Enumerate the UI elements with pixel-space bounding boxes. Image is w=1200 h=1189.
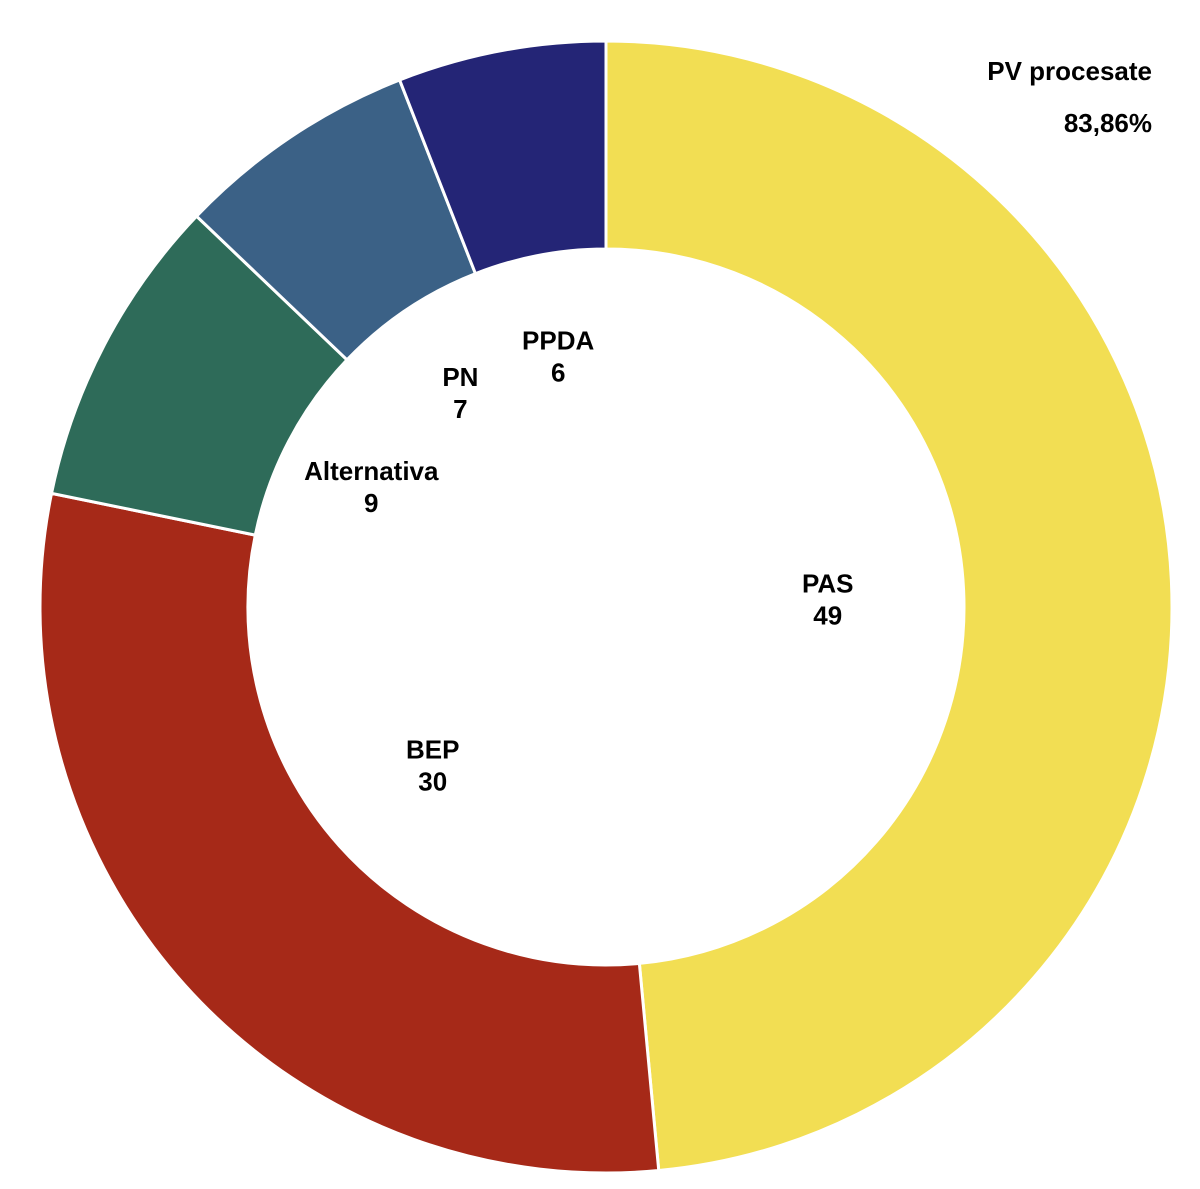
slice-ppda xyxy=(397,39,608,276)
slice-bep xyxy=(38,491,661,1175)
slice-value-pas: 49 xyxy=(813,601,842,631)
chart-subtitle: 83,86% xyxy=(1063,108,1152,138)
chart-title: PV procesate xyxy=(987,56,1152,86)
slice-value-pn: 7 xyxy=(453,394,467,424)
slice-label-alternativa: Alternativa xyxy=(304,456,439,486)
slice-value-alternativa: 9 xyxy=(364,488,378,518)
slice-value-ppda: 6 xyxy=(551,358,565,388)
slice-value-bep: 30 xyxy=(418,766,447,796)
slice-label-bep: BEP xyxy=(406,734,459,764)
slices-group xyxy=(38,39,1174,1175)
slice-pas xyxy=(604,39,1174,1173)
slice-label-pn: PN xyxy=(442,362,478,392)
slice-label-pas: PAS xyxy=(802,569,854,599)
slice-label-ppda: PPDA xyxy=(522,326,594,356)
chart-title-block: PV procesate 83,86% xyxy=(987,56,1152,138)
